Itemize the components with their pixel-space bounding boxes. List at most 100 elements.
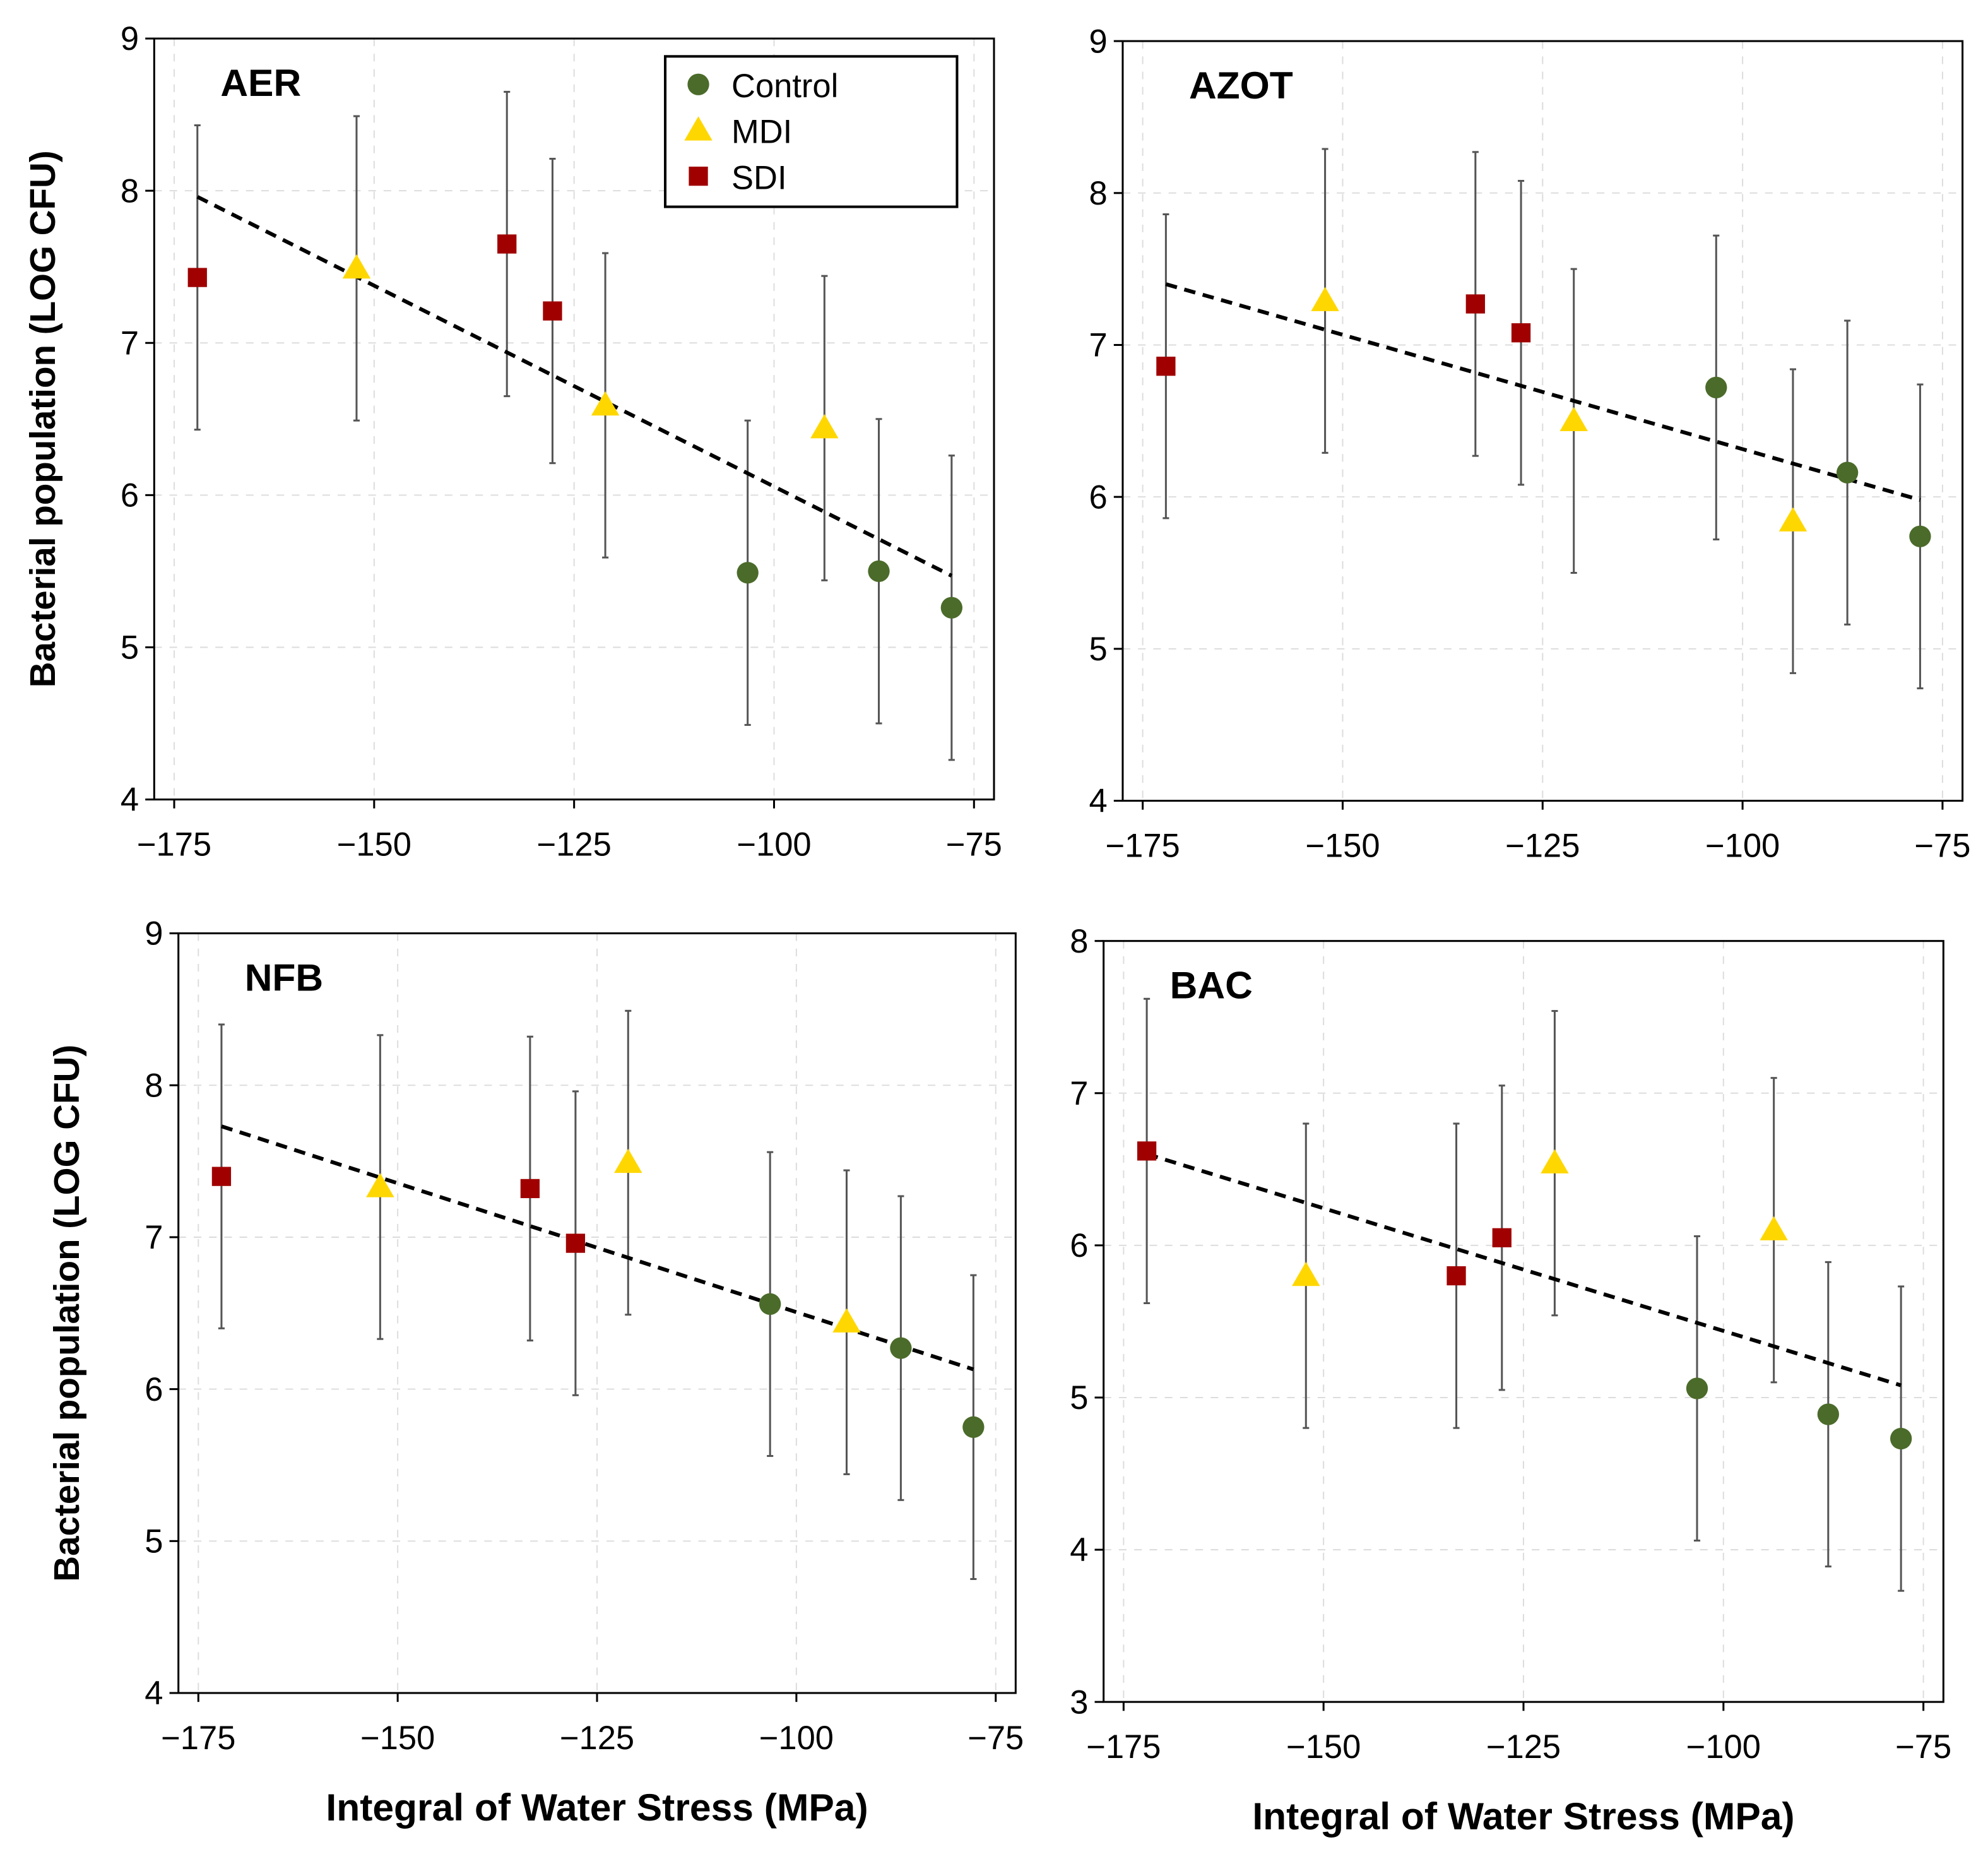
x-tick-label: −125 xyxy=(1486,1728,1561,1766)
y-tick-label: 5 xyxy=(121,629,139,667)
x-tick-label: −100 xyxy=(1686,1728,1761,1766)
panel-bac: −175 −150 −125 −100 −75 3 4 5 6 7 8 BAC Integral of … xyxy=(1070,923,1951,1838)
sdi-marker xyxy=(1492,1228,1512,1247)
sdi-marker xyxy=(1511,323,1531,343)
mdi-marker xyxy=(1778,507,1808,532)
trend-line xyxy=(1146,1152,1902,1387)
mdi-marker xyxy=(342,254,371,279)
y-tick-label: 4 xyxy=(145,1675,163,1712)
panel-nfb: −175 −150 −125 −100 −75 4 5 6 7 8 9 NFB Bacterial po… xyxy=(47,915,1024,1829)
control-marker xyxy=(890,1337,912,1359)
x-tick-label: −175 xyxy=(137,826,211,863)
x-tick-label: −100 xyxy=(1705,827,1780,864)
x-tick-label: −75 xyxy=(967,1719,1024,1757)
control-marker xyxy=(1705,376,1727,399)
x-axis-label: Integral of Water Stress (MPa) xyxy=(1252,1795,1794,1838)
sdi-marker xyxy=(1465,294,1485,314)
y-tick-label: 5 xyxy=(145,1523,163,1560)
trend-line xyxy=(1165,282,1921,502)
mdi-marker xyxy=(1292,1261,1320,1286)
x-tick-label: −175 xyxy=(161,1719,235,1757)
y-tick-label: 7 xyxy=(145,1219,163,1256)
mdi-marker xyxy=(684,116,713,141)
y-axis-label: Bacterial population (LOG CFU) xyxy=(23,150,62,687)
control-marker xyxy=(868,560,890,583)
sdi-marker xyxy=(1156,357,1176,376)
y-tick-label: 4 xyxy=(121,781,139,819)
control-marker xyxy=(759,1293,781,1316)
control-marker xyxy=(1890,1427,1912,1450)
x-tick-label: −75 xyxy=(946,826,1002,863)
x-tick-label: −125 xyxy=(1505,827,1580,864)
trend-line xyxy=(196,195,953,578)
y-tick-label: 7 xyxy=(1070,1075,1088,1112)
x-tick-label: −175 xyxy=(1105,827,1180,864)
y-tick-label: 9 xyxy=(121,20,139,57)
mdi-marker xyxy=(1760,1216,1788,1240)
legend-label-control: Control xyxy=(731,68,838,105)
y-tick-label: 9 xyxy=(1089,23,1108,60)
x-axis-label: Integral of Water Stress (MPa) xyxy=(326,1786,868,1829)
x-tick-label: −150 xyxy=(1305,827,1380,864)
y-tick-label: 5 xyxy=(1089,631,1108,668)
sdi-marker xyxy=(187,268,207,287)
y-tick-label: 6 xyxy=(145,1371,163,1408)
y-axis-label: Bacterial population (LOG CFU) xyxy=(47,1045,86,1582)
control-marker xyxy=(1909,525,1931,547)
mdi-marker xyxy=(1559,407,1588,431)
panel-azot: −175 −150 −125 −100 −75 4 5 6 7 8 9 AZOT xyxy=(1089,23,1971,864)
x-tick-label: −150 xyxy=(337,826,411,863)
sdi-marker xyxy=(1137,1141,1157,1161)
panel-aer: −175 −150 −125 −100 −75 4 5 6 7 8 9 AER Bacterial po… xyxy=(23,20,1002,863)
x-tick-label: −75 xyxy=(1914,827,1970,864)
mdi-marker xyxy=(1541,1149,1569,1173)
legend-frame xyxy=(664,55,959,208)
control-marker xyxy=(687,73,709,95)
x-tick-label: −150 xyxy=(1286,1728,1361,1766)
sdi-marker xyxy=(211,1167,232,1186)
mdi-marker xyxy=(1311,287,1339,311)
x-tick-label: −125 xyxy=(560,1719,634,1757)
x-tick-label: −75 xyxy=(1895,1728,1951,1766)
sdi-marker xyxy=(497,234,517,254)
x-tick-label: −100 xyxy=(759,1719,834,1757)
mdi-marker xyxy=(832,1308,861,1333)
y-tick-label: 8 xyxy=(145,1067,163,1104)
control-marker xyxy=(1817,1403,1839,1425)
y-tick-label: 6 xyxy=(121,477,139,514)
sdi-marker xyxy=(543,301,562,321)
y-tick-label: 6 xyxy=(1070,1227,1088,1264)
mdi-marker xyxy=(810,414,839,439)
y-tick-label: 5 xyxy=(1070,1379,1088,1417)
y-tick-label: 3 xyxy=(1070,1684,1088,1721)
control-marker xyxy=(962,1416,985,1438)
y-tick-label: 4 xyxy=(1089,783,1108,820)
sdi-marker xyxy=(565,1233,586,1253)
panel-title: AER xyxy=(220,61,301,104)
legend-label-mdi: MDI xyxy=(731,114,792,151)
mdi-marker xyxy=(614,1148,642,1173)
y-tick-label: 8 xyxy=(1070,923,1088,960)
legend: Control MDI SDI xyxy=(664,55,959,208)
panel-title: NFB xyxy=(245,956,323,999)
panel-title: BAC xyxy=(1170,964,1253,1007)
x-tick-label: −100 xyxy=(737,826,811,863)
legend-label-sdi: SDI xyxy=(731,159,787,196)
y-tick-label: 9 xyxy=(145,915,163,953)
y-tick-label: 7 xyxy=(1089,327,1108,364)
mdi-marker xyxy=(591,391,620,416)
sdi-marker xyxy=(689,166,708,186)
control-marker xyxy=(737,562,759,584)
sdi-marker xyxy=(1447,1266,1466,1286)
x-tick-label: −175 xyxy=(1086,1728,1161,1766)
x-tick-label: −125 xyxy=(537,826,612,863)
y-tick-label: 6 xyxy=(1089,478,1108,516)
mdi-marker xyxy=(366,1173,394,1197)
sdi-marker xyxy=(520,1179,540,1199)
x-tick-label: −150 xyxy=(360,1719,435,1757)
y-tick-label: 7 xyxy=(121,324,139,362)
control-marker xyxy=(1686,1377,1708,1399)
y-tick-label: 8 xyxy=(121,172,139,210)
y-tick-label: 8 xyxy=(1089,175,1108,212)
